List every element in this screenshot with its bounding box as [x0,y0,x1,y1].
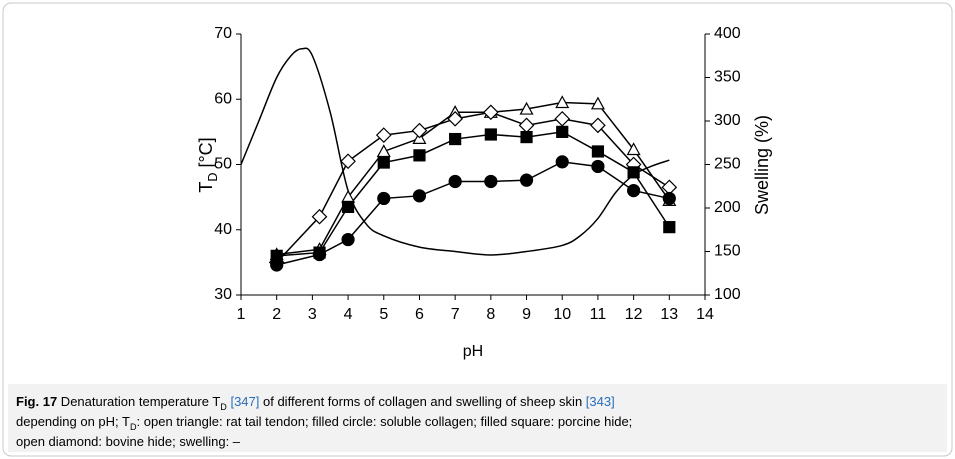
y-tick-label: 50 [214,156,232,173]
text-run: Fig. 17 [16,394,57,409]
marker [555,155,569,169]
x-tick-label: 4 [344,306,353,323]
marker [447,110,464,127]
marker [375,127,392,143]
text-run: of different forms of collagen and swell… [259,394,585,409]
x-tick-label: 2 [272,306,281,323]
y2-axis-label: Swelling (%) [752,115,772,215]
marker [626,142,641,156]
y2-tick-label: 300 [714,112,741,129]
marker [518,117,535,134]
y-tick-label: 30 [214,286,232,303]
text-run: depending on pH; T [16,414,130,429]
x-tick-label: 5 [379,306,388,323]
marker [482,104,499,121]
marker [662,191,676,206]
y-tick-label: 70 [214,25,232,42]
marker [312,247,327,262]
x-tick-label: 6 [415,306,424,323]
x-tick-label: 13 [660,306,678,323]
y2-tick-label: 100 [714,286,741,303]
x-tick-label: 12 [625,306,643,323]
y2-tick-label: 350 [714,69,741,86]
caption-line: Fig. 17 Denaturation temperature TD [347… [16,394,615,412]
marker [591,145,605,158]
marker [341,200,355,214]
text-run: T [196,182,216,193]
y-tick-label: 60 [214,90,232,107]
x-tick-label: 3 [308,306,317,323]
x-tick-label: 7 [451,306,460,323]
marker [519,173,534,187]
series-line [276,131,670,257]
text-run: [°C] [196,137,216,172]
marker [627,184,641,198]
x-axis-label: pH [463,343,483,360]
marker [627,166,640,179]
caption-box [8,384,947,452]
marker [449,132,462,146]
marker [377,191,391,206]
y2-tick-label: 150 [714,243,741,260]
x-tick-label: 9 [522,306,531,323]
marker [311,208,328,225]
marker [590,117,606,134]
text-run: Denaturation temperature T [57,394,220,409]
x-tick-label: 14 [696,306,714,323]
text-run: open diamond: bovine hide; swelling: – [16,434,241,449]
marker [663,221,676,234]
marker [270,258,284,272]
marker [591,159,605,174]
marker [556,125,569,138]
x-tick-label: 1 [237,306,246,323]
marker [377,156,390,169]
x-tick-label: 11 [590,306,607,323]
marker [484,128,497,141]
marker [376,144,391,158]
y2-tick-label: 250 [714,156,741,173]
marker [413,149,426,162]
marker [519,101,534,115]
x-tick-label: 8 [486,306,495,323]
marker [554,110,571,127]
marker [340,153,356,170]
y-tick-label: 40 [214,221,232,238]
text-run: : open triangle: rat tail tendon; filled… [137,414,633,429]
text-run: [343] [586,394,615,409]
series-line [276,101,670,256]
marker [520,130,533,144]
marker [412,189,427,203]
x-tick-label: 10 [553,306,571,323]
marker [448,174,462,189]
marker [484,174,498,189]
marker [555,95,570,109]
series-line [240,47,670,256]
text-run: D [130,422,137,432]
caption-line: depending on pH; TD: open triangle: rat … [16,414,632,432]
text-run: D [206,173,220,182]
y-axis-label: TD [°C] [196,137,221,192]
y2-tick-label: 200 [714,199,741,216]
marker [411,122,428,139]
text-run: D [220,402,227,412]
y2-tick-label: 400 [714,25,741,42]
marker [590,96,605,110]
series-line [276,161,670,266]
marker [341,232,355,247]
caption-line: open diamond: bovine hide; swelling: – [16,434,241,449]
text-run: [347] [230,394,259,409]
